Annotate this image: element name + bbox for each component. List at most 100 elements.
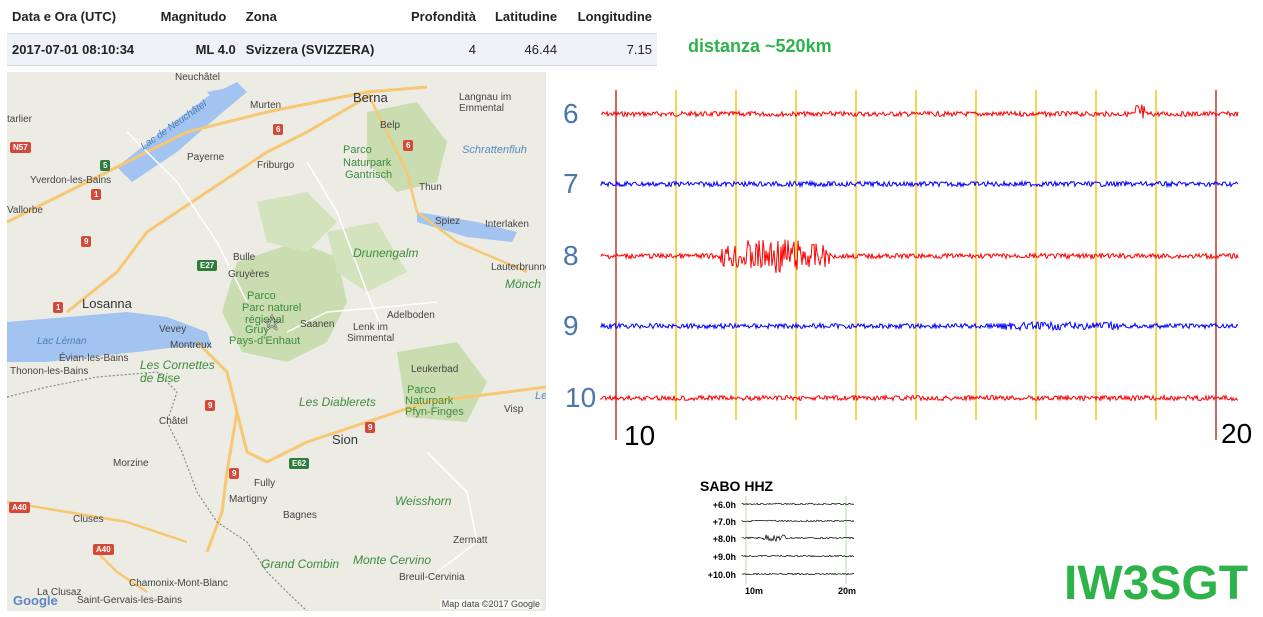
map-label-thonon: Thonon-les-Bains (10, 366, 89, 377)
map-label-saint-gervais: Saint-Gervais-les-Bains (77, 595, 183, 606)
map-label-monte-cervino: Monte Cervino (353, 553, 432, 567)
trace-line-9 (600, 320, 1239, 332)
road-badge-6b: 6 (403, 140, 414, 151)
map-label-de-bise: de Bise (140, 371, 181, 385)
thumbnail-title: SABO HHZ (700, 478, 774, 494)
table-header-row: Data e Ora (UTC) Magnitudo Zona Profondi… (7, 0, 657, 34)
trace-line-7 (600, 179, 1239, 189)
header-longitude: Longitudine (577, 9, 652, 24)
map-label-lauterbrunnen: Lauterbrunnen (491, 262, 546, 273)
map-label-saanen: Saanen (300, 319, 335, 330)
thumbnail-row-label: +9.0h (712, 552, 736, 562)
thumbnail-row-label: +8.0h (712, 534, 736, 544)
trace-label-9: 9 (563, 310, 579, 341)
map-label-morzine: Morzine (113, 458, 149, 469)
header-magnitude: Magnitudo (160, 9, 227, 24)
map-label-la-clusaz: La Clusaz (37, 587, 82, 598)
google-logo: Google (13, 593, 58, 608)
map-label-murten: Murten (250, 100, 282, 111)
map-label-schrattenfluh: Schrattenfluh (462, 144, 527, 156)
road-badge-1b: 1 (53, 302, 64, 313)
map-label-naturpark: Naturpark (343, 157, 392, 169)
map-label-visp: Visp (504, 404, 524, 415)
thumbnail-plot (741, 496, 855, 584)
map-label-bagnes: Bagnes (283, 510, 317, 521)
map-canvas (7, 82, 546, 611)
map-label-edge: Le (535, 390, 546, 402)
table-row[interactable]: 2017-07-01 08:10:34 ML 4.0 Svizzera (SVI… (7, 33, 657, 66)
thumbnail-trace (741, 572, 855, 576)
trace-label-10: 10 (565, 382, 597, 413)
map-label-belp: Belp (380, 120, 401, 131)
map-label-naturpark-2: Naturpark (405, 395, 454, 407)
map-label-pfyn: Pfyn-Finges (405, 406, 464, 418)
thumbnail-row-label: +6.0h (712, 500, 736, 510)
header-zone: Zona (245, 9, 277, 24)
road-badge-e62: E62 (289, 458, 310, 469)
road-badge-1a: 1 (91, 189, 102, 200)
thumbnail-trace (741, 534, 855, 543)
map-label-gruy: Gruy (245, 324, 269, 336)
cell-magnitude: ML 4.0 (155, 33, 241, 66)
map-label-bulle: Bulle (233, 252, 256, 263)
thumbnail-trace (741, 502, 855, 506)
map-label-spiez: Spiez (435, 216, 461, 227)
trace-line-8 (600, 239, 1239, 274)
cell-latitude: 46.44 (480, 33, 563, 66)
thumbnail-x-label-10m: 10m (745, 586, 764, 596)
map-label-cornettes: Les Cornettes (140, 358, 215, 372)
map-label-interlaken: Interlaken (485, 219, 529, 230)
x-start-label: 10 (624, 420, 656, 451)
map-label-parco-3: Parco (407, 384, 436, 396)
seismogram (600, 90, 1239, 440)
header-datetime: Data e Ora (UTC) (12, 9, 117, 24)
thumbnail-trace (741, 554, 855, 558)
map-label-chatel: Châtel (159, 416, 188, 427)
map-label-parc-naturel: Parc naturel (242, 302, 302, 314)
thumbnail-trace (741, 519, 855, 523)
map-label-breuil: Breuil-Cervinia (399, 572, 465, 583)
map-label-regional: régional (245, 314, 285, 326)
map-label-vevey: Vevey (159, 324, 187, 335)
road-badge-a40b: A40 (93, 544, 114, 555)
callsign: IW3SGT (1064, 557, 1249, 610)
road-badge-a40a: A40 (9, 502, 30, 513)
map-label-fully: Fully (254, 478, 276, 489)
map-label-sion: Sion (332, 432, 359, 447)
map-label-yverdon: Yverdon-les-Bains (30, 175, 112, 186)
map-label-cluses: Cluses (73, 514, 104, 525)
road-badge-9c: 9 (229, 468, 240, 479)
header-depth: Profondità (410, 9, 476, 24)
road-badge-n57: N57 (10, 142, 31, 153)
map-label-langnau: Langnau im Emmental (459, 92, 512, 114)
x-end-label: 20 (1221, 418, 1253, 449)
map-label-weisshorn: Weisshorn (395, 494, 452, 508)
event-table: Data e Ora (UTC) Magnitudo Zona Profondi… (7, 0, 657, 66)
map-label-leukerbad: Leukerbad (411, 364, 459, 375)
road-badge-e27: E27 (197, 260, 218, 271)
cell-depth: 4 (396, 33, 481, 66)
trace-line-6 (600, 104, 1239, 119)
cell-zone: Svizzera (SVIZZERA) (240, 33, 397, 66)
road-badge-9b: 9 (205, 400, 216, 411)
map-label-payerne: Payerne (187, 152, 225, 163)
distance-label: distanza ~520km (688, 36, 832, 56)
map-label-parco-2: Parco (247, 290, 276, 302)
map-label-zermatt: Zermatt (453, 535, 488, 546)
map-label-neuchatel: Neuchâtel (175, 72, 221, 83)
map-label-simmental: Simmental (347, 333, 395, 344)
trace-label-8: 8 (563, 240, 579, 271)
thumbnail-row-label: +10.0h (707, 570, 736, 580)
trace-line-10 (600, 393, 1239, 403)
map-label-berna: Berna (353, 90, 388, 105)
map-label-grand-combin: Grand Combin (261, 557, 340, 571)
map-label-vallorbe: Vallorbe (7, 205, 43, 216)
epicenter-star-icon: ☆ (262, 310, 282, 335)
thumbnail-row-label: +7.0h (712, 517, 736, 527)
map-label-gantrisch: Gantrisch (345, 169, 393, 181)
map-label-diablerets: Les Diablerets (299, 395, 376, 409)
map-attribution[interactable]: Map data ©2017 Google (439, 599, 542, 609)
cell-longitude: 7.15 (562, 33, 657, 66)
map[interactable]: Neuchâtel Lac de Neuchâtel Murten Berna … (7, 72, 546, 611)
road-badge-9a: 9 (81, 236, 92, 247)
